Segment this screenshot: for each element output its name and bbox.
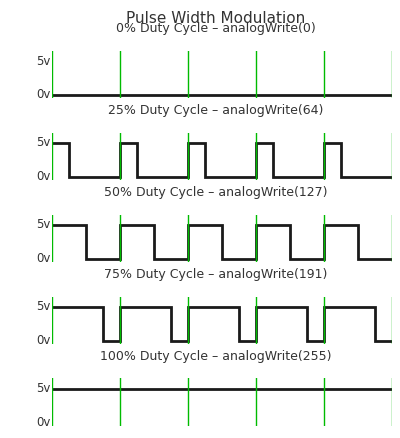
Text: 0v: 0v (36, 88, 51, 102)
Text: 75% Duty Cycle – analogWrite(191): 75% Duty Cycle – analogWrite(191) (104, 268, 328, 281)
Text: 5v: 5v (36, 136, 51, 149)
Text: 5v: 5v (36, 54, 51, 67)
Text: 0v: 0v (36, 334, 51, 347)
Text: 0v: 0v (36, 252, 51, 265)
Text: 0v: 0v (36, 170, 51, 184)
Text: Pulse Width Modulation: Pulse Width Modulation (126, 11, 306, 26)
Text: 50% Duty Cycle – analogWrite(127): 50% Duty Cycle – analogWrite(127) (104, 186, 328, 199)
Text: 25% Duty Cycle – analogWrite(64): 25% Duty Cycle – analogWrite(64) (108, 104, 324, 117)
Text: 0v: 0v (36, 416, 51, 429)
Text: 100% Duty Cycle – analogWrite(255): 100% Duty Cycle – analogWrite(255) (100, 350, 332, 363)
Text: 5v: 5v (36, 300, 51, 313)
Text: 0% Duty Cycle – analogWrite(0): 0% Duty Cycle – analogWrite(0) (116, 22, 316, 35)
Text: 5v: 5v (36, 382, 51, 395)
Text: 5v: 5v (36, 218, 51, 231)
